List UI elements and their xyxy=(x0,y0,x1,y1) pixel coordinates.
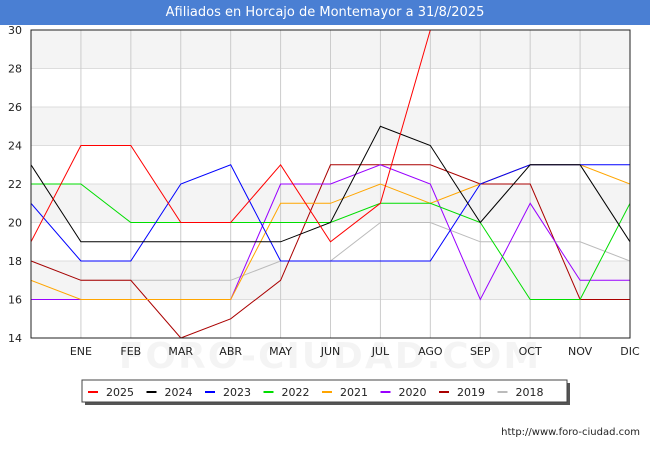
x-tick-label: MAY xyxy=(269,345,292,358)
plot-frame xyxy=(30,29,631,339)
x-tick-label: AGO xyxy=(418,345,443,358)
x-tick-label: SEP xyxy=(470,345,491,358)
legend-label-2018: 2018 xyxy=(516,386,544,399)
y-tick-label: 24 xyxy=(8,140,22,153)
watermark: FORO-CIUDAD.COM xyxy=(119,336,541,377)
legend-label-2025: 2025 xyxy=(106,386,134,399)
x-tick-label: FEB xyxy=(120,345,141,358)
legend-label-2019: 2019 xyxy=(457,386,485,399)
x-tick-label: NOV xyxy=(568,345,593,358)
x-tick-label: MAR xyxy=(168,345,193,358)
x-tick-label: JUL xyxy=(371,345,390,358)
legend-label-2024: 2024 xyxy=(165,386,193,399)
y-tick-label: 14 xyxy=(8,332,22,345)
legend-label-2023: 2023 xyxy=(223,386,251,399)
series-line-2024 xyxy=(31,125,630,243)
x-tick-label: ABR xyxy=(219,345,242,358)
legend-label-2021: 2021 xyxy=(340,386,368,399)
series-line-2019 xyxy=(31,164,630,338)
y-tick-label: 18 xyxy=(8,255,22,268)
x-tick-label: ENE xyxy=(70,345,92,358)
chart-title: Afiliados en Horcajo de Montemayor a 31/… xyxy=(0,0,650,25)
legend-label-2020: 2020 xyxy=(399,386,427,399)
y-tick-label: 26 xyxy=(8,101,22,114)
y-tick-label: 28 xyxy=(8,63,22,76)
x-tick-label: OCT xyxy=(519,345,542,358)
series-line-2025 xyxy=(31,30,431,243)
y-tick-label: 16 xyxy=(8,294,22,307)
y-tick-label: 22 xyxy=(8,178,22,191)
x-tick-label: DIC xyxy=(620,345,640,358)
y-tick-label: 20 xyxy=(8,217,22,230)
legend-label-2022: 2022 xyxy=(282,386,310,399)
x-tick-label: JUN xyxy=(320,345,341,358)
y-tick-label: 30 xyxy=(8,24,22,37)
source-url[interactable]: http://www.foro-ciudad.com xyxy=(501,427,640,438)
